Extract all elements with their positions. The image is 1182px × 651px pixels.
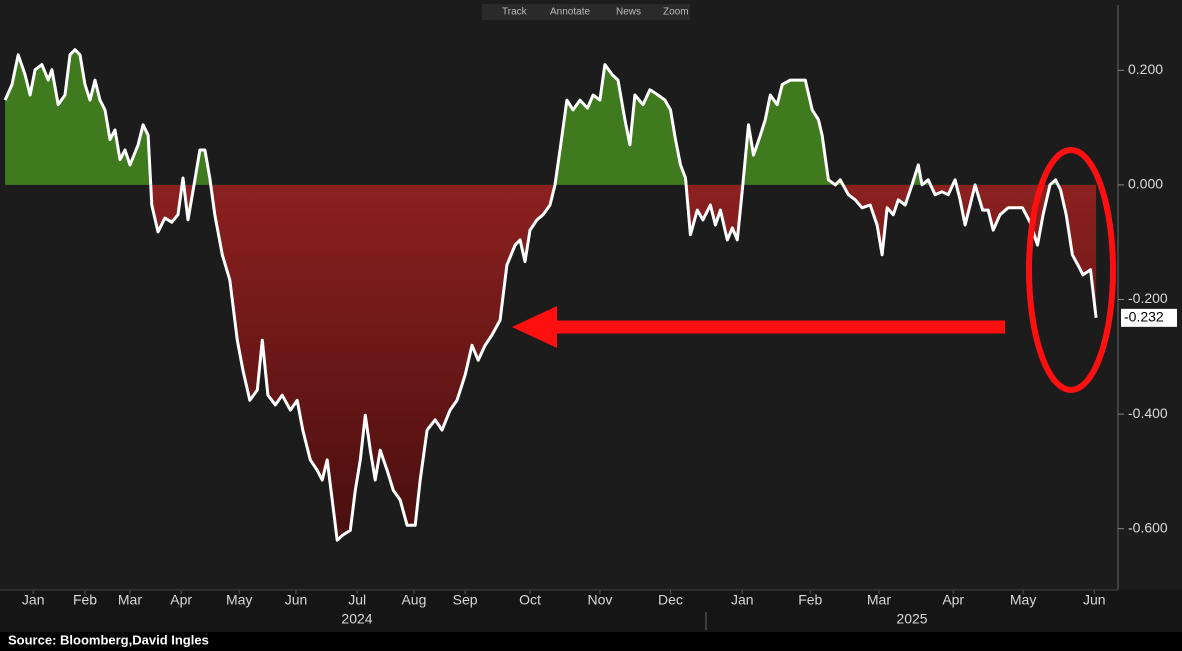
y-tick-label: -0.600 (1128, 519, 1168, 535)
last-value-box (1121, 308, 1177, 327)
x-tick-label: Apr (170, 592, 192, 608)
plot-background (0, 0, 1182, 632)
x-tick-label: Aug (401, 592, 426, 608)
x-tick-label: Feb (798, 592, 822, 608)
x-tick-label: Mar (118, 592, 142, 608)
toolbar: Track Annotate News Zoom (482, 4, 690, 20)
source: Source: Bloomberg,David Ingles (8, 632, 209, 647)
y-tick-label: 0.000 (1128, 176, 1163, 192)
toolbar-button[interactable]: Zoom (663, 7, 689, 18)
x-tick-label: Jan (22, 592, 45, 608)
x-tick-label: Jun (1083, 592, 1106, 608)
x-tick-label: Nov (587, 592, 612, 608)
last-value-label: -0.232 (1124, 309, 1164, 325)
y-tick-label: -0.400 (1128, 405, 1168, 421)
x-tick-label: Dec (658, 592, 683, 608)
toolbar-button[interactable]: News (616, 7, 641, 18)
marks (3, 48, 1098, 542)
year-label: 2025 (896, 611, 927, 627)
x-tick-label: Apr (942, 592, 964, 608)
x-tick-label: Feb (73, 592, 97, 608)
y-tick-label: 0.200 (1128, 61, 1163, 77)
arrow-head (512, 306, 557, 348)
x-tick-label: Jan (731, 592, 754, 608)
x-tick-label: Mar (867, 592, 891, 608)
toolbar-button[interactable]: Track (502, 7, 528, 18)
x-axis-band (0, 590, 1182, 632)
x-tick-label: May (226, 592, 252, 608)
x-tick-label: May (1010, 592, 1036, 608)
line (3, 48, 1098, 542)
x-tick-label: Jun (285, 592, 308, 608)
y-tick-label: -0.200 (1128, 290, 1168, 306)
toolbar-background (482, 4, 690, 20)
highlight-ellipse (1026, 147, 1116, 393)
toolbar-button[interactable]: Annotate (550, 7, 590, 18)
year-label: 2024 (341, 611, 372, 627)
area (5, 49, 1097, 541)
x-tick-label: Sep (453, 592, 478, 608)
annotations (512, 147, 1116, 393)
x-tick-label: Jul (348, 592, 366, 608)
x-tick-label: Oct (519, 592, 541, 608)
